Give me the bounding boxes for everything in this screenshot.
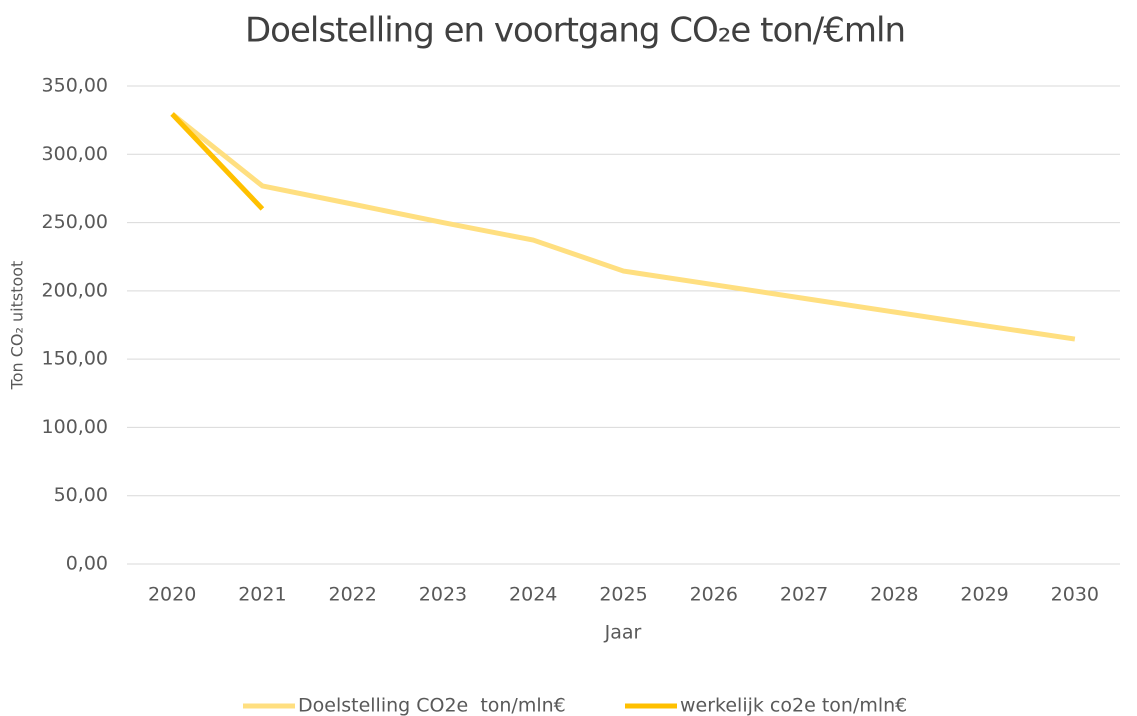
x-tick-label: 2021 (238, 584, 286, 606)
y-axis-label: Ton CO₂ uitstoot (8, 261, 27, 391)
y-tick-label: 50,00 (54, 484, 108, 506)
x-tick-label: 2022 (329, 584, 377, 606)
x-tick-label: 2028 (870, 584, 918, 606)
x-tick-label: 2029 (960, 584, 1008, 606)
x-tick-label: 2030 (1051, 584, 1099, 606)
x-tick-label: 2026 (690, 584, 738, 606)
x-tick-label: 2027 (780, 584, 828, 606)
y-tick-label: 250,00 (42, 211, 108, 233)
y-tick-label: 150,00 (42, 348, 108, 370)
y-tick-label: 300,00 (42, 143, 108, 165)
x-tick-label: 2020 (148, 584, 196, 606)
series-line (170, 112, 1076, 342)
legend-label: Doelstelling CO2e ton/mln€ (298, 695, 566, 716)
series-line (170, 112, 265, 211)
y-tick-label: 200,00 (42, 279, 108, 301)
legend-label: werkelijk co2e ton/mln€ (680, 695, 907, 716)
y-tick-label: 350,00 (42, 75, 108, 97)
x-axis-label: Jaar (604, 622, 642, 644)
chart-title: Doelstelling en voortgang CO₂e ton/€mln (245, 11, 905, 51)
y-tick-label: 100,00 (42, 416, 108, 438)
y-tick-label: 0,00 (66, 553, 108, 575)
x-tick-label: 2024 (509, 584, 557, 606)
x-tick-label: 2025 (599, 584, 647, 606)
x-tick-label: 2023 (419, 584, 467, 606)
